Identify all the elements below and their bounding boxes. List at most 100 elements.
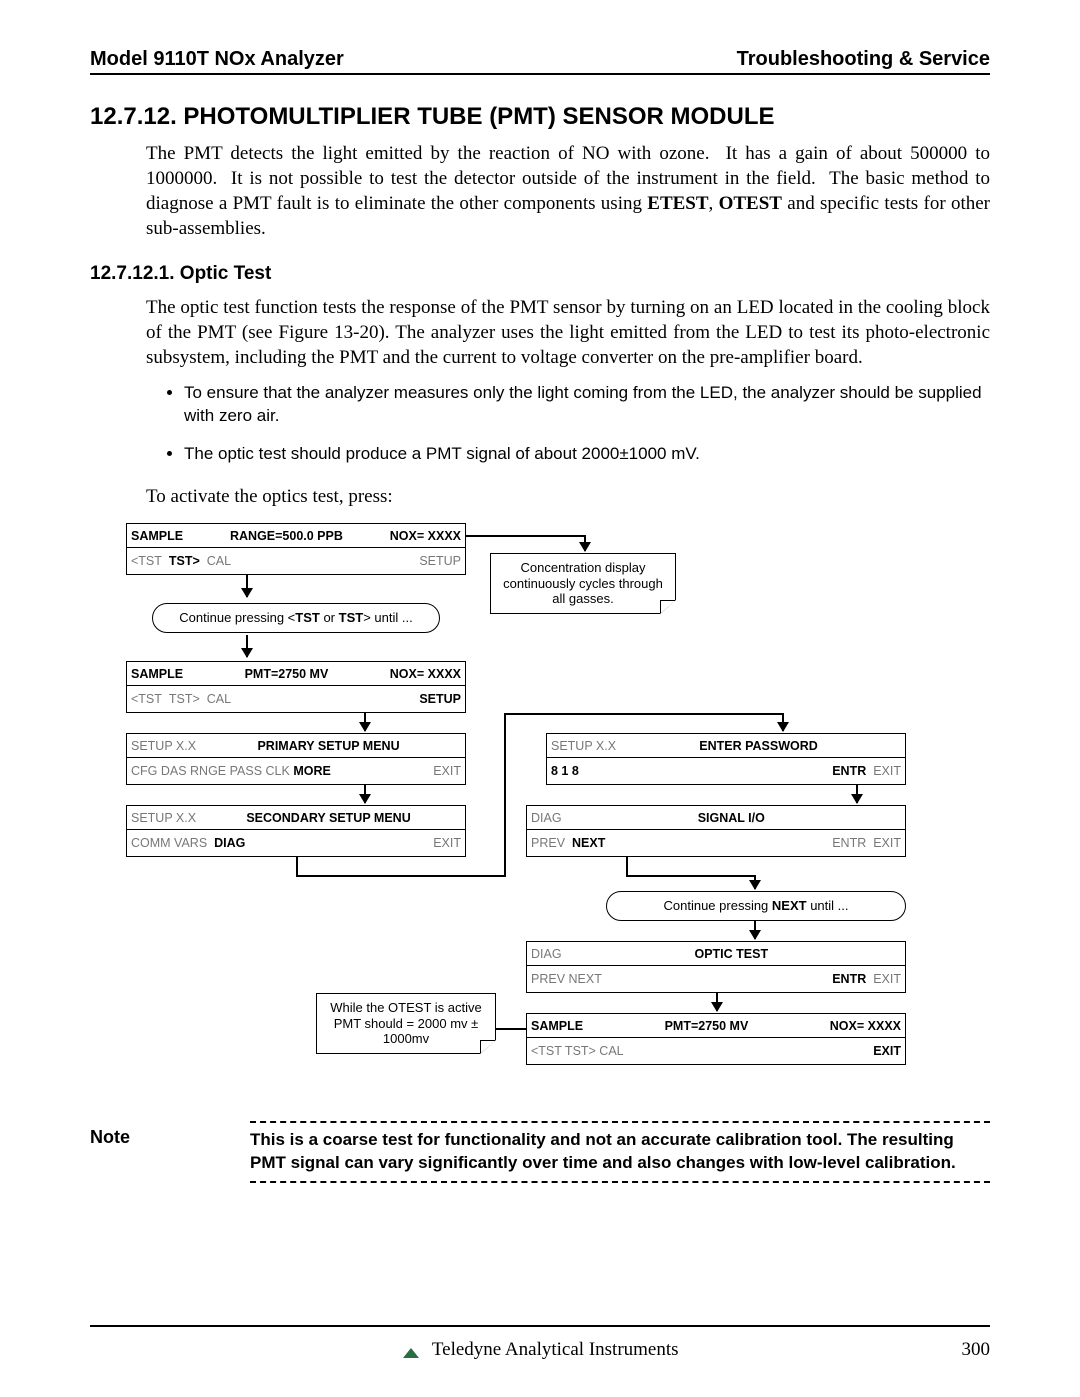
concentration-callout: Concentration display continuously cycle…: [490, 553, 676, 614]
arrow-icon: [246, 635, 248, 657]
continue-pill-2: Continue pressing NEXT until ...: [606, 891, 906, 921]
m2-c: NOX= XXXX: [390, 667, 461, 681]
line-icon: [504, 713, 506, 877]
m1-c: NOX= XXXX: [390, 529, 461, 543]
m2-d: <TST: [131, 692, 162, 706]
arrow-icon: [782, 713, 784, 731]
call1-text: Concentration display continuously cycle…: [503, 560, 663, 606]
m3-d: CFG DAS RNGE PASS CLK: [131, 764, 290, 778]
otest-bold: OTEST: [719, 193, 782, 214]
m5-b: ENTER PASSWORD: [699, 739, 818, 753]
m4-d: COMM VARS: [131, 836, 207, 850]
flowchart: SAMPLE RANGE=500.0 PPB NOX= XXXX <TST TS…: [126, 523, 996, 1093]
intro-paragraph: The PMT detects the light emitted by the…: [146, 141, 990, 241]
arrow-icon: [246, 575, 248, 597]
m3-a: SETUP X.X: [131, 739, 196, 753]
m2-b: PMT=2750 MV: [245, 667, 329, 681]
subsection-title: 12.7.12.1. Optic Test: [90, 263, 990, 285]
m4-b: SECONDARY SETUP MENU: [246, 811, 410, 825]
m6-a: DIAG: [531, 811, 562, 825]
line-icon: [504, 713, 784, 715]
arrow-icon: [364, 713, 366, 731]
m7-a: DIAG: [531, 947, 562, 961]
menu-box-1: SAMPLE RANGE=500.0 PPB NOX= XXXX <TST TS…: [126, 523, 466, 575]
m7-g: EXIT: [873, 972, 901, 986]
m7-b: OPTIC TEST: [694, 947, 768, 961]
m7-f: ENTR: [832, 972, 866, 986]
bullet-2: The optic test should produce a PMT sign…: [184, 442, 990, 466]
section-title: 12.7.12. PHOTOMULTIPLIER TUBE (PMT) SENS…: [90, 103, 990, 131]
continue-pill-1: Continue pressing <TST or TST> until ...: [152, 603, 440, 633]
note-text: This is a coarse test for functionality …: [250, 1121, 990, 1183]
fold-icon: [480, 1040, 496, 1054]
menu-box-5: SETUP X.X ENTER PASSWORD 8 1 8 ENTR EXIT: [546, 733, 906, 785]
m6-d: PREV: [531, 836, 565, 850]
etest-bold: ETEST: [647, 193, 708, 214]
subsection-paragraph: The optic test function tests the respon…: [146, 295, 990, 370]
m7-d: PREV NEXT: [531, 972, 602, 986]
page-header: Model 9110T NOx Analyzer Troubleshooting…: [90, 48, 990, 75]
arrow-icon: [754, 875, 756, 889]
arrow-icon: [716, 993, 718, 1011]
line-icon: [296, 875, 506, 877]
arrow-icon: [364, 785, 366, 803]
m6-g: EXIT: [873, 836, 901, 850]
bullet-1: To ensure that the analyzer measures onl…: [184, 381, 990, 429]
m8-b: PMT=2750 MV: [665, 1019, 749, 1033]
m3-b: PRIMARY SETUP MENU: [257, 739, 399, 753]
m4-g: EXIT: [433, 836, 461, 850]
m2-f: CAL: [207, 692, 231, 706]
header-right: Troubleshooting & Service: [737, 48, 990, 71]
m6-b: SIGNAL I/O: [698, 811, 765, 825]
arrow-icon: [584, 535, 586, 551]
menu-box-8: SAMPLE PMT=2750 MV NOX= XXXX <TST TST> C…: [526, 1013, 906, 1065]
m1-a: SAMPLE: [131, 529, 183, 543]
footer-company: Teledyne Analytical Instruments: [432, 1339, 679, 1360]
line-icon: [496, 1028, 526, 1030]
menu-box-7: DIAG OPTIC TEST PREV NEXT ENTR EXIT: [526, 941, 906, 993]
m2-g: SETUP: [419, 692, 461, 706]
m1-g: SETUP: [419, 554, 461, 568]
m8-d: <TST TST> CAL: [531, 1044, 624, 1058]
m1-f: CAL: [207, 554, 231, 568]
m3-e: MORE: [293, 764, 331, 778]
m1-b: RANGE=500.0 PPB: [230, 529, 343, 543]
menu-box-2: SAMPLE PMT=2750 MV NOX= XXXX <TST TST> C…: [126, 661, 466, 713]
otest-callout: While the OTEST is active PMT should = 2…: [316, 993, 496, 1054]
menu-box-3: SETUP X.X PRIMARY SETUP MENU CFG DAS RNG…: [126, 733, 466, 785]
m5-g: EXIT: [873, 764, 901, 778]
line-icon: [466, 535, 586, 537]
m5-a: SETUP X.X: [551, 739, 616, 753]
m5-d: 8 1 8: [551, 764, 579, 778]
activate-line: To activate the optics test, press:: [146, 484, 990, 509]
m2-e: TST>: [169, 692, 200, 706]
note-block: Note This is a coarse test for functiona…: [90, 1121, 990, 1183]
header-left: Model 9110T NOx Analyzer: [90, 48, 344, 71]
m1-e: TST>: [169, 554, 200, 568]
note-label: Note: [90, 1121, 190, 1183]
fold-icon: [660, 600, 676, 614]
m6-e: NEXT: [572, 836, 605, 850]
menu-box-4: SETUP X.X SECONDARY SETUP MENU COMM VARS…: [126, 805, 466, 857]
m6-f: ENTR: [832, 836, 866, 850]
m3-g: EXIT: [433, 764, 461, 778]
m8-g: EXIT: [873, 1044, 901, 1058]
footer-rule: [90, 1325, 990, 1327]
m8-c: NOX= XXXX: [830, 1019, 901, 1033]
line-icon: [626, 875, 756, 877]
menu-box-6: DIAG SIGNAL I/O PREV NEXT ENTR EXIT: [526, 805, 906, 857]
line-icon: [626, 857, 628, 875]
m2-a: SAMPLE: [131, 667, 183, 681]
m8-a: SAMPLE: [531, 1019, 583, 1033]
m1-d: <TST: [131, 554, 162, 568]
logo-icon: [401, 1344, 421, 1358]
m4-e: DIAG: [214, 836, 245, 850]
bullet-list: To ensure that the analyzer measures onl…: [160, 381, 990, 466]
arrow-icon: [856, 785, 858, 803]
m4-a: SETUP X.X: [131, 811, 196, 825]
line-icon: [296, 857, 298, 875]
arrow-icon: [754, 921, 756, 939]
call2-text: While the OTEST is active PMT should = 2…: [330, 1000, 481, 1046]
page-footer: Teledyne Analytical Instruments 300: [90, 1339, 990, 1361]
m5-f: ENTR: [832, 764, 866, 778]
